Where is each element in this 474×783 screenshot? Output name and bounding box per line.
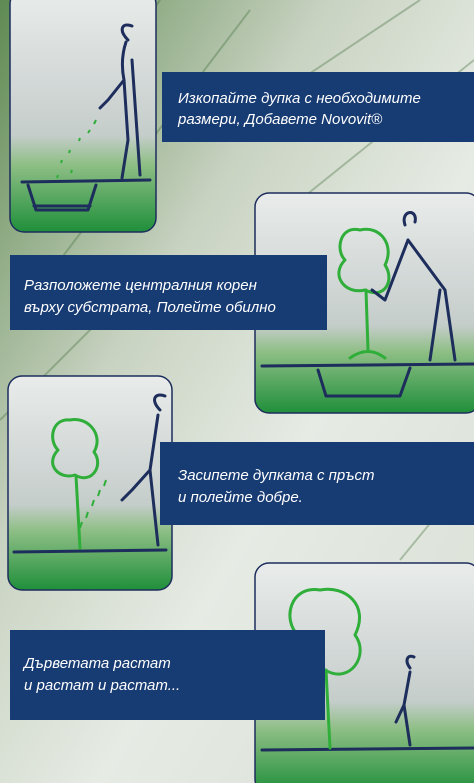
illustration-panel — [8, 376, 172, 590]
caption-line: и полейте добре. — [178, 489, 303, 506]
caption-box: Засипете дупката с пръст и полейте добре… — [160, 442, 474, 525]
ground — [262, 748, 474, 750]
caption-line: Засипете дупката с пръст — [178, 467, 375, 484]
caption-box: Изкопайте дупка с необходимите размери, … — [162, 72, 474, 142]
caption-line: размери, Добавете Novovit® — [177, 111, 383, 128]
caption-line: Изкопайте дупка с необходимите — [178, 90, 421, 107]
caption-bg — [10, 630, 325, 720]
caption-line: Разположете централния корен — [24, 277, 257, 294]
illustration-panel — [10, 0, 156, 232]
caption-bg — [162, 72, 474, 142]
caption-box: Дърветата растат и растат и растат... — [10, 630, 325, 720]
caption-box: Разположете централния корен върху субст… — [10, 255, 327, 330]
caption-line: и растат и растат... — [24, 677, 180, 694]
page: Изкопайте дупка с необходимите размери, … — [0, 0, 474, 783]
caption-line: върху субстрата, Полейте обилно — [24, 299, 276, 316]
caption-line: Дърветата растат — [22, 655, 171, 672]
ground — [14, 550, 166, 552]
panel-frame — [8, 376, 172, 590]
